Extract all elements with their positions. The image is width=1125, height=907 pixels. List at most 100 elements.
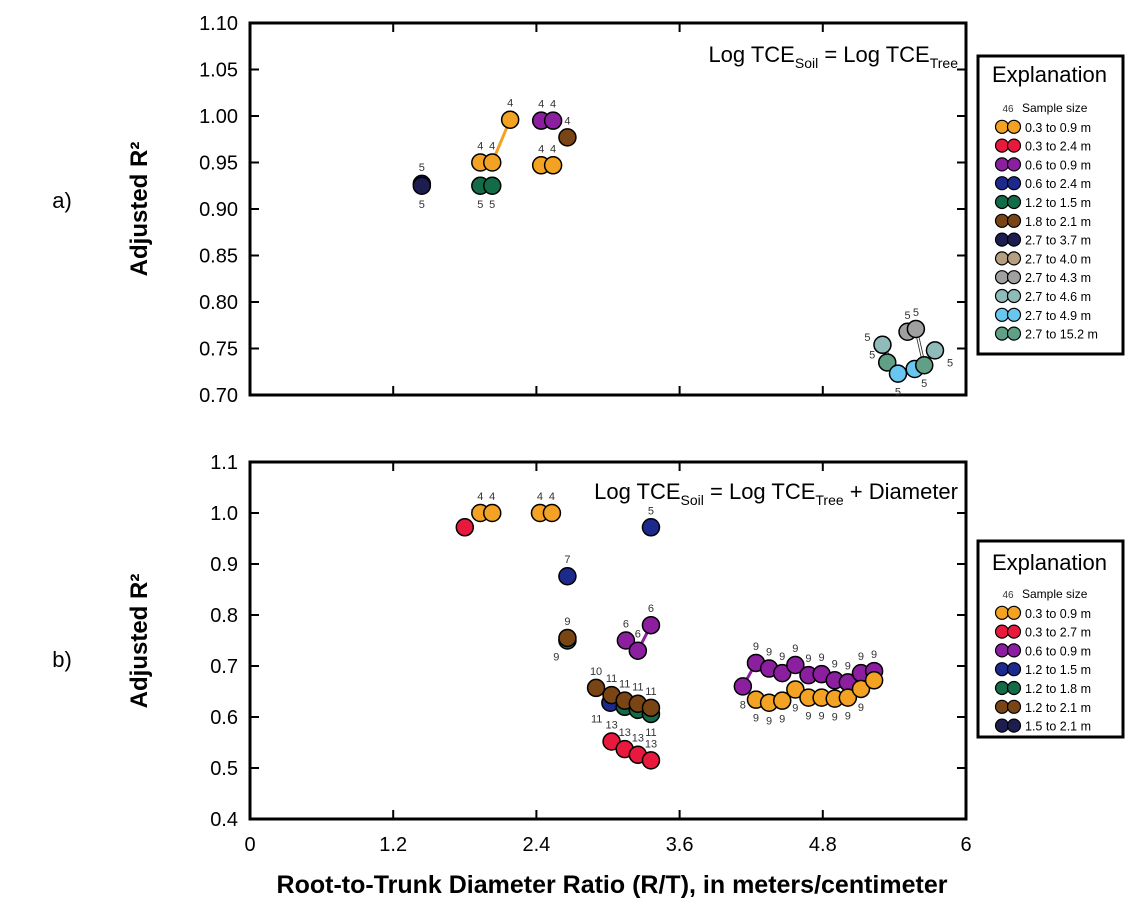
equation-label: Log TCESoil = Log TCETree + Diameter — [594, 479, 958, 508]
sample-size-label: 6 — [635, 629, 641, 641]
sample-size-label: 13 — [605, 719, 617, 731]
legend-marker — [1006, 643, 1022, 658]
legend-marker — [1006, 213, 1022, 228]
y-tick-label: 1.05 — [199, 60, 238, 82]
legend-marker — [1006, 624, 1022, 639]
legend-marker — [994, 326, 1010, 341]
sample-size-label: 9 — [805, 711, 811, 723]
legend-marker — [994, 138, 1010, 153]
data-point — [558, 566, 577, 586]
data-point — [482, 503, 502, 523]
sample-size-label: 4 — [489, 491, 495, 503]
legend-marker — [1006, 138, 1022, 153]
data-point — [888, 364, 908, 383]
y-axis-label: Adjusted R² — [126, 574, 153, 709]
x-tick-label: 2.4 — [522, 834, 550, 856]
data-point — [641, 751, 661, 770]
data-point — [786, 680, 805, 699]
legend-entry-label: 0.3 to 0.9 m — [1025, 607, 1091, 621]
y-tick-label: 0.8 — [210, 605, 238, 627]
legend-marker — [994, 662, 1010, 677]
sample-size-label: 9 — [766, 647, 772, 659]
data-point — [628, 641, 648, 660]
data-point — [914, 355, 934, 375]
sample-size-label: 9 — [871, 649, 877, 661]
x-tick-label: 3.6 — [666, 834, 694, 856]
legend-marker — [994, 699, 1010, 714]
legend-marker — [1006, 176, 1022, 191]
legend-entry-label: 0.6 to 0.9 m — [1025, 158, 1091, 172]
sample-size-label: 11 — [591, 714, 602, 726]
data-point — [641, 615, 661, 635]
sample-size-label: 5 — [913, 307, 919, 319]
legend-marker — [994, 718, 1010, 733]
data-point — [586, 678, 606, 698]
data-point — [838, 688, 858, 707]
data-point — [482, 153, 502, 172]
legend-entry-label: 1.5 to 2.1 m — [1025, 720, 1091, 734]
panel-label: a) — [52, 188, 72, 213]
sample-size-label: 9 — [832, 658, 838, 670]
sample-size-label: 9 — [858, 651, 864, 663]
sample-size-label: 9 — [845, 660, 851, 672]
data-point — [925, 341, 945, 360]
sample-size-label: 5 — [904, 310, 910, 322]
sample-size-label: 11 — [645, 686, 656, 698]
sample-size-label: 7 — [564, 554, 570, 566]
sample-size-label: 4 — [538, 99, 544, 111]
x-tick-label: 6 — [960, 834, 971, 856]
legend-marker — [994, 194, 1010, 210]
legend-entry-label: 1.8 to 2.1 m — [1025, 215, 1091, 229]
data-point — [543, 111, 563, 130]
legend-title: Explanation — [992, 550, 1107, 575]
legend-entry-label: 0.3 to 0.9 m — [1025, 121, 1091, 135]
legend-entry-label: 1.2 to 1.5 m — [1025, 196, 1091, 210]
sample-size-label: 11 — [632, 682, 643, 694]
data-point — [500, 110, 520, 129]
sample-size-label: 9 — [792, 643, 798, 655]
legend-marker — [994, 624, 1010, 639]
sample-size-label: 5 — [895, 387, 901, 399]
x-tick-label: 4.8 — [809, 834, 837, 856]
sample-size-label: 5 — [864, 332, 870, 344]
data-point — [733, 677, 753, 696]
sample-size-label: 5 — [419, 162, 425, 174]
legend-title: Explanation — [992, 62, 1107, 87]
legend-entry-label: 2.7 to 4.0 m — [1025, 252, 1091, 266]
sample-size-label: 4 — [550, 99, 556, 111]
panel-a: a) Adjusted R² 0.70 0.75 0.80 0.85 0.90 0.95 1.0… — [52, 13, 1125, 407]
legend-entry-label: 2.7 to 15.2 m — [1025, 328, 1098, 342]
equation-label: Log TCESoil = Log TCETree — [708, 42, 958, 71]
data-point — [412, 176, 432, 195]
y-tick-label: 0.90 — [199, 199, 238, 221]
sample-size-label: 5 — [921, 378, 927, 390]
data-point — [786, 655, 805, 675]
data-point — [543, 156, 563, 175]
legend-entry-label: 2.7 to 4.6 m — [1025, 290, 1091, 304]
data-point — [873, 335, 892, 355]
sample-size-label: 9 — [779, 714, 785, 726]
sample-size-label: 9 — [753, 713, 759, 725]
sample-size-label: 4 — [507, 98, 513, 110]
sample-size-label: 13 — [632, 733, 644, 745]
legend-sample-size-label: Sample size — [1022, 587, 1088, 601]
y-tick-label: 0.85 — [199, 246, 238, 268]
legend-entry-label: 0.3 to 2.7 m — [1025, 626, 1091, 640]
legend-marker — [994, 213, 1010, 228]
legend-marker — [1006, 251, 1022, 266]
sample-size-label: 6 — [623, 619, 629, 631]
x-tick-label: 0 — [244, 834, 255, 856]
sample-size-label: 8 — [740, 699, 746, 711]
sample-size-label: 13 — [619, 727, 631, 739]
y-tick-label: 0.75 — [199, 339, 238, 361]
sample-size-label: 4 — [549, 491, 555, 503]
legend-entry-label: 2.7 to 4.3 m — [1025, 271, 1091, 285]
sample-size-label: 4 — [538, 143, 544, 155]
panel-label: b) — [52, 647, 72, 672]
data-point — [906, 319, 926, 339]
legend-marker — [994, 680, 1010, 696]
legend-marker — [994, 232, 1010, 247]
sample-size-label: 9 — [792, 702, 798, 714]
sample-size-label: 5 — [869, 349, 875, 361]
